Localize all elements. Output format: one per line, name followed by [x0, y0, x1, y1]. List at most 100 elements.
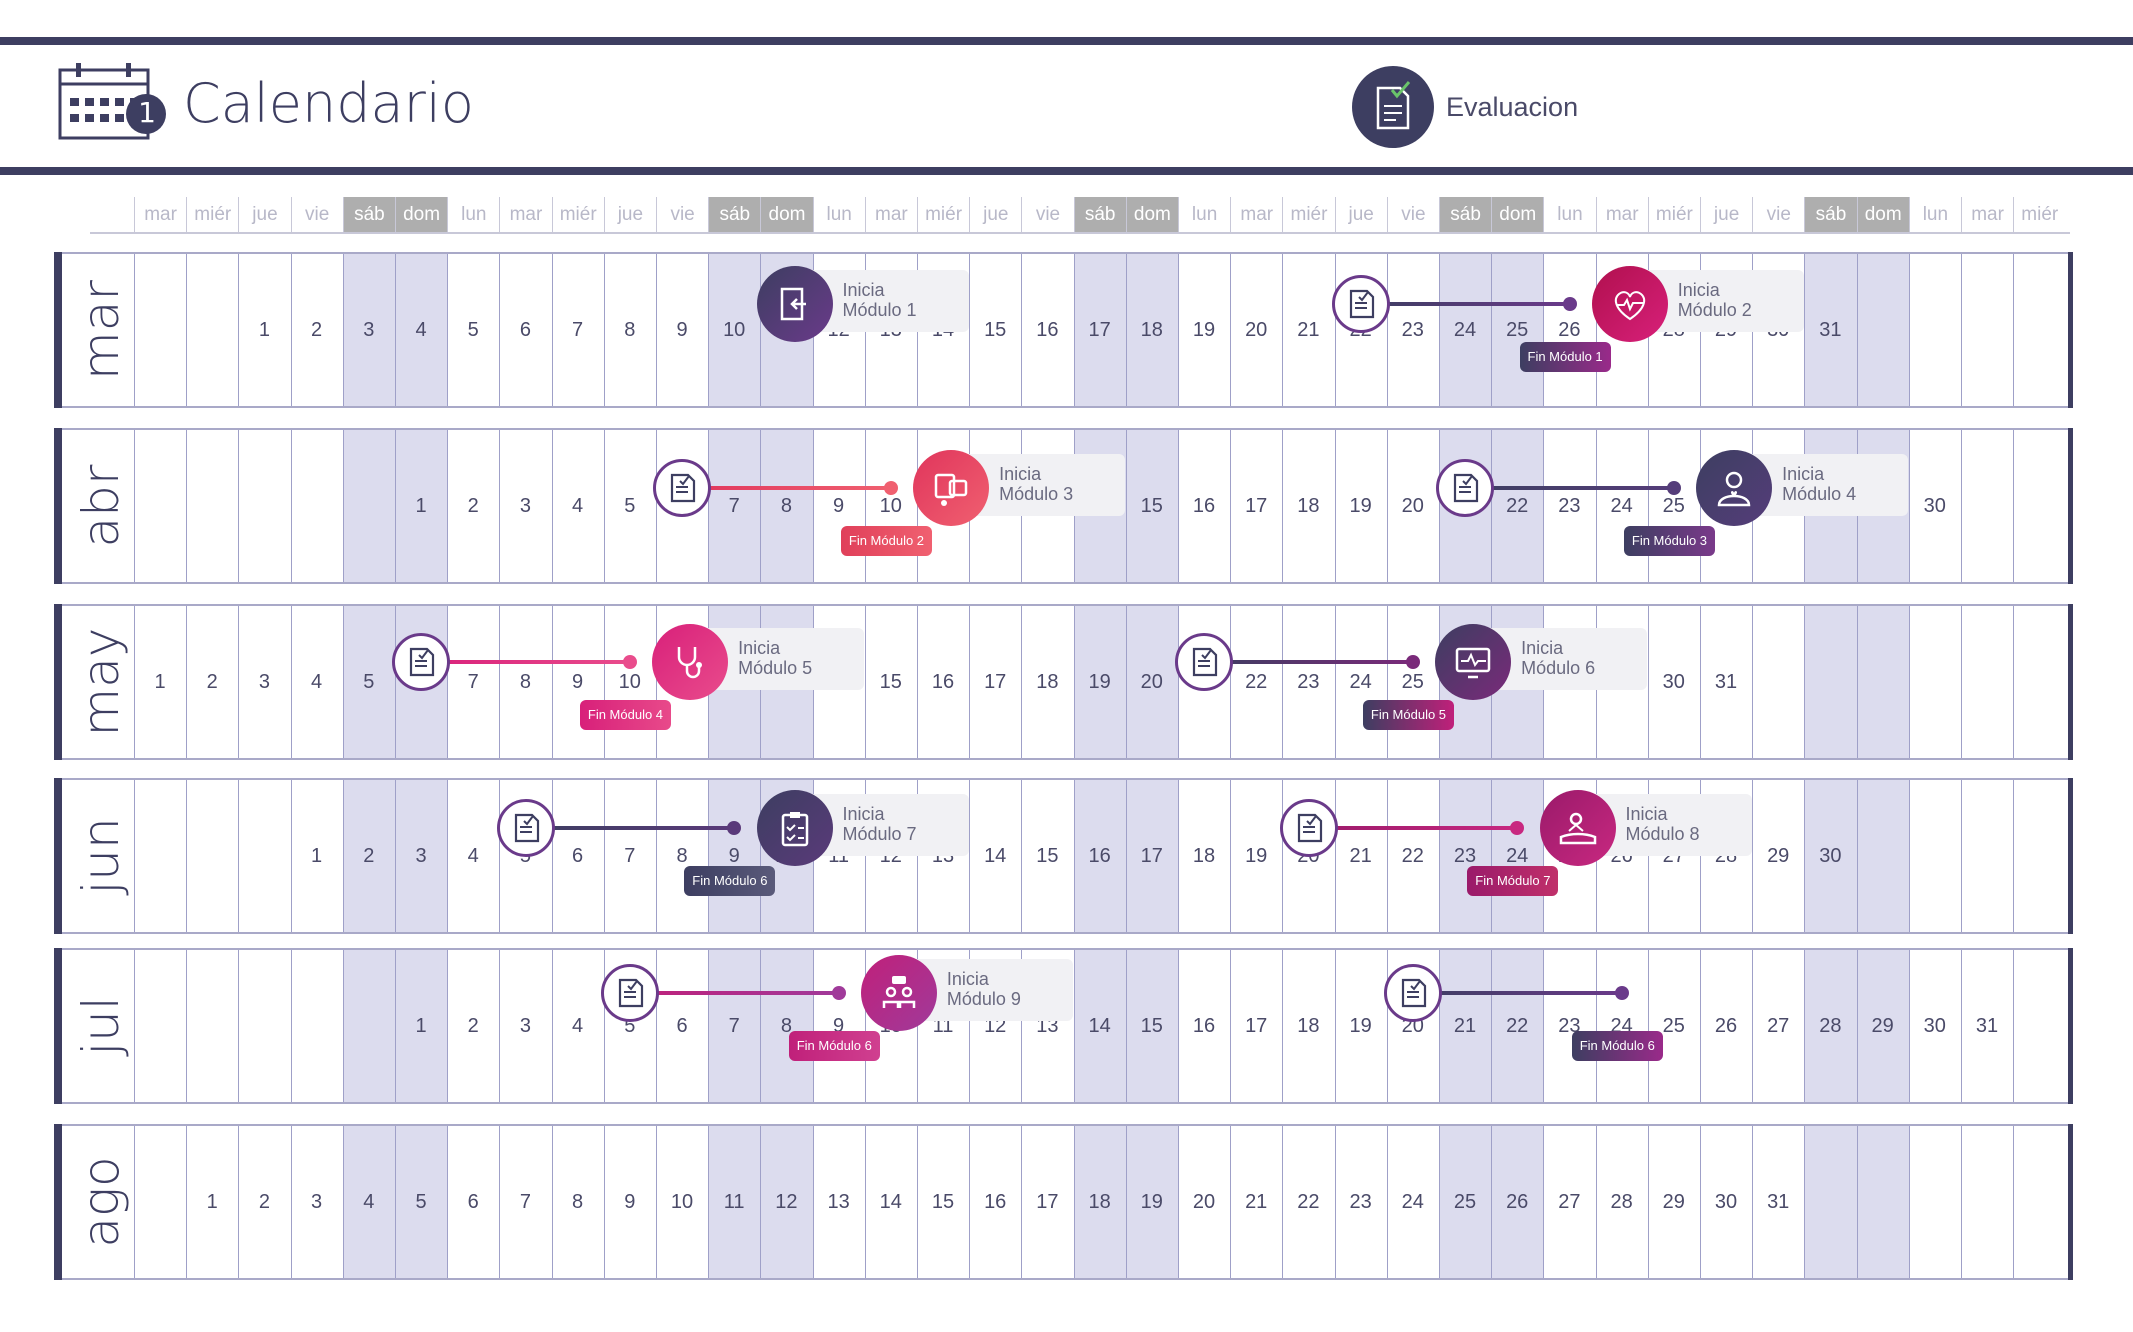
day-cell[interactable]: [551, 1126, 604, 1278]
day-cell[interactable]: [1491, 950, 1544, 1102]
day-cell[interactable]: [1908, 780, 1961, 932]
day-cell[interactable]: [1752, 1126, 1804, 1278]
day-cell[interactable]: [1595, 950, 1648, 1102]
day-cell[interactable]: [917, 780, 969, 932]
day-cell[interactable]: [238, 1126, 290, 1278]
day-cell[interactable]: [342, 1126, 395, 1278]
day-cell[interactable]: [395, 780, 448, 932]
day-cell[interactable]: [1125, 606, 1178, 758]
day-cell[interactable]: [395, 254, 448, 406]
devices-icon[interactable]: [913, 450, 990, 526]
day-cell[interactable]: [1856, 606, 1909, 758]
day-cell[interactable]: [1543, 950, 1595, 1102]
day-cell[interactable]: [812, 950, 865, 1102]
day-cell[interactable]: [969, 1126, 1021, 1278]
heart-rate-icon[interactable]: [1591, 266, 1668, 342]
day-cell[interactable]: [1961, 606, 2013, 758]
day-cell[interactable]: [864, 1126, 917, 1278]
day-cell[interactable]: [238, 950, 290, 1102]
day-cell[interactable]: [603, 950, 656, 1102]
day-cell[interactable]: [342, 606, 395, 758]
day-cell[interactable]: [1439, 780, 1492, 932]
stethoscope-icon[interactable]: [652, 624, 729, 700]
day-cell[interactable]: [603, 254, 656, 406]
day-cell[interactable]: [656, 780, 708, 932]
clipboard-icon[interactable]: [756, 790, 833, 866]
evaluation-marker-icon[interactable]: [600, 964, 659, 1022]
day-cell[interactable]: [603, 780, 656, 932]
evaluation-marker-icon[interactable]: [1331, 275, 1390, 333]
day-cell[interactable]: [1125, 950, 1178, 1102]
day-cell[interactable]: [1752, 780, 1804, 932]
day-cell[interactable]: [1230, 430, 1282, 582]
day-cell[interactable]: [1282, 950, 1334, 1102]
day-cell[interactable]: [134, 1126, 186, 1278]
day-cell[interactable]: [1491, 780, 1544, 932]
day-cell[interactable]: [186, 606, 238, 758]
day-cell[interactable]: [186, 950, 238, 1102]
day-cell[interactable]: [656, 1126, 708, 1278]
day-cell[interactable]: [969, 254, 1021, 406]
day-cell[interactable]: [1073, 254, 1126, 406]
day-cell[interactable]: [656, 950, 708, 1102]
day-cell[interactable]: [1073, 950, 1126, 1102]
day-cell[interactable]: [864, 430, 917, 582]
day-cell[interactable]: [1334, 606, 1387, 758]
day-cell[interactable]: [1125, 254, 1178, 406]
day-cell[interactable]: [290, 1126, 343, 1278]
day-cell[interactable]: [342, 780, 395, 932]
day-cell[interactable]: [2013, 1126, 2065, 1278]
day-cell[interactable]: [1804, 950, 1857, 1102]
day-cell[interactable]: [186, 430, 238, 582]
day-cell[interactable]: [1178, 254, 1230, 406]
day-cell[interactable]: [1073, 1126, 1126, 1278]
day-cell[interactable]: [395, 430, 448, 582]
day-cell[interactable]: [760, 430, 813, 582]
day-cell[interactable]: [969, 606, 1021, 758]
day-cell[interactable]: [395, 1126, 448, 1278]
day-cell[interactable]: [1647, 1126, 1700, 1278]
day-cell[interactable]: [1543, 1126, 1595, 1278]
day-cell[interactable]: [499, 254, 551, 406]
day-cell[interactable]: [238, 780, 290, 932]
day-cell[interactable]: [1595, 430, 1648, 582]
day-cell[interactable]: [134, 780, 186, 932]
day-cell[interactable]: [134, 430, 186, 582]
day-cell[interactable]: [238, 254, 290, 406]
day-cell[interactable]: [812, 430, 865, 582]
day-cell[interactable]: [1700, 950, 1752, 1102]
day-cell[interactable]: [290, 430, 343, 582]
day-cell[interactable]: [1908, 430, 1961, 582]
doctor-icon[interactable]: [1696, 450, 1773, 526]
day-cell[interactable]: [1282, 430, 1334, 582]
day-cell[interactable]: [551, 950, 604, 1102]
day-cell[interactable]: [1752, 950, 1804, 1102]
day-cell[interactable]: [603, 606, 656, 758]
day-cell[interactable]: [760, 1126, 813, 1278]
day-cell[interactable]: [1908, 950, 1961, 1102]
day-cell[interactable]: [2013, 254, 2065, 406]
day-cell[interactable]: [1752, 606, 1804, 758]
day-cell[interactable]: [1700, 1126, 1752, 1278]
day-cell[interactable]: [1543, 430, 1595, 582]
day-cell[interactable]: [708, 430, 761, 582]
day-cell[interactable]: [2013, 606, 2065, 758]
day-cell[interactable]: [238, 606, 290, 758]
day-cell[interactable]: [1856, 780, 1909, 932]
day-cell[interactable]: [290, 780, 343, 932]
day-cell[interactable]: [186, 1126, 238, 1278]
day-cell[interactable]: [1856, 950, 1909, 1102]
day-cell[interactable]: [551, 606, 604, 758]
day-cell[interactable]: [238, 430, 290, 582]
day-cell[interactable]: [186, 254, 238, 406]
day-cell[interactable]: [342, 254, 395, 406]
evaluation-marker-icon[interactable]: [1383, 964, 1442, 1022]
day-cell[interactable]: [1804, 780, 1857, 932]
day-cell[interactable]: [1804, 606, 1857, 758]
day-cell[interactable]: [1021, 780, 1073, 932]
day-cell[interactable]: [1700, 606, 1752, 758]
day-cell[interactable]: [2013, 780, 2065, 932]
day-cell[interactable]: [551, 780, 604, 932]
day-cell[interactable]: [2013, 430, 2065, 582]
day-cell[interactable]: [1491, 1126, 1544, 1278]
